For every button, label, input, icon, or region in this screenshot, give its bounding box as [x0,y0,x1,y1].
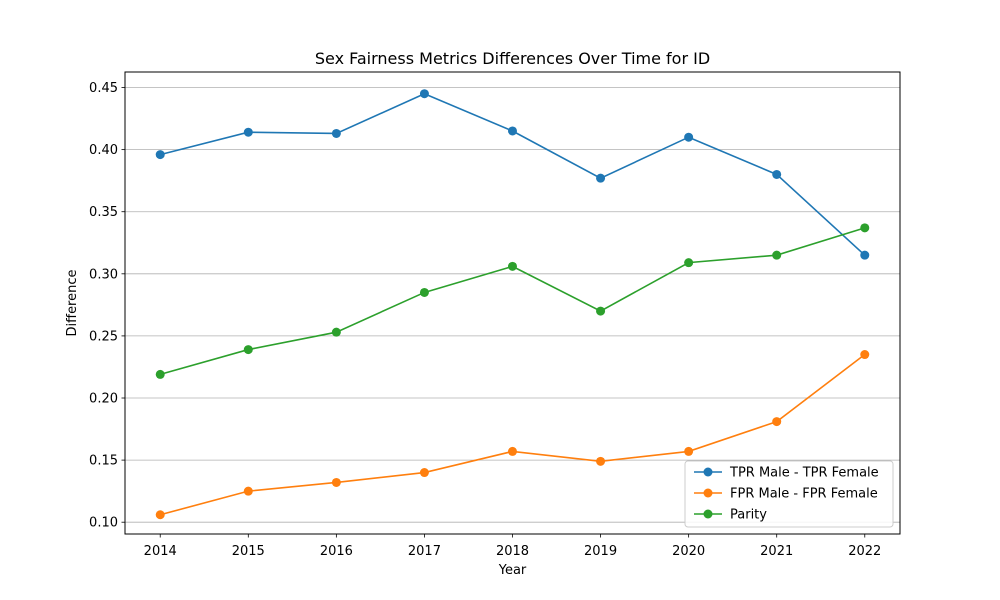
y-tick-label: 0.10 [89,516,118,531]
data-point [596,306,606,316]
y-tick-label: 0.45 [89,81,118,96]
legend: TPR Male - TPR Female FPR Male - FPR Fema… [684,460,894,528]
y-tick-label: 0.20 [89,392,118,407]
x-tick-label: 2015 [232,544,265,559]
data-point [684,132,694,142]
data-point [155,510,165,520]
x-tick-label: 2018 [496,544,529,559]
series-layer [155,89,870,520]
data-point [243,486,253,496]
x-tick-label: 2014 [144,544,177,559]
legend-box [684,460,894,528]
y-axis: 0.10 0.15 0.20 0.25 0.30 0.35 0.40 0.45 [89,81,125,531]
legend-swatch-marker [703,467,713,477]
x-axis-label: Year [498,563,527,578]
data-point [331,477,341,487]
series-1 [155,89,870,260]
grid-lines [125,87,900,523]
series-2 [155,350,870,520]
data-point [508,261,517,271]
x-tick-label: 2019 [584,544,617,559]
x-tick-label: 2017 [408,544,441,559]
data-point [508,446,517,456]
data-point [772,250,782,260]
legend-item: TPR Male - TPR Female [694,466,879,481]
data-point [331,327,341,337]
data-point [684,446,694,456]
data-point [419,468,429,478]
data-point [243,127,253,137]
data-point [772,169,782,179]
data-point [860,350,870,360]
data-point [596,456,606,466]
x-tick-label: 2016 [320,544,353,559]
y-tick-label: 0.35 [89,205,118,220]
y-tick-label: 0.25 [89,329,118,344]
data-point [155,150,165,160]
y-tick-label: 0.15 [89,454,118,469]
chart-title: Sex Fairness Metrics Differences Over Ti… [315,49,710,68]
y-tick-label: 0.30 [89,267,118,282]
x-axis: 2014 2015 2016 2017 2018 2019 2020 2021 2022 [144,534,881,559]
legend-label: TPR Male - TPR Female [729,466,879,481]
data-point [684,258,694,268]
x-tick-label: 2022 [848,544,881,559]
series-line [160,227,866,376]
y-tick-label: 0.40 [89,143,118,158]
data-point [860,250,870,260]
legend-item: Parity [694,508,767,523]
data-point [155,369,165,379]
data-point [508,126,517,136]
series-line [160,92,866,256]
data-point [243,345,253,355]
legend-swatch-marker [703,509,713,519]
x-tick-label: 2021 [760,544,793,559]
data-point [331,128,341,138]
data-point [419,89,429,99]
legend-label: FPR Male - FPR Female [730,487,878,502]
data-point [596,173,606,183]
data-point [860,223,870,233]
y-axis-label: Difference [65,269,80,336]
series-3 [155,223,870,379]
data-point [772,417,782,427]
legend-swatch-marker [703,488,713,498]
data-point [419,287,429,297]
legend-item: FPR Male - FPR Female [694,487,878,502]
x-tick-label: 2020 [672,544,705,559]
legend-label: Parity [730,508,767,523]
